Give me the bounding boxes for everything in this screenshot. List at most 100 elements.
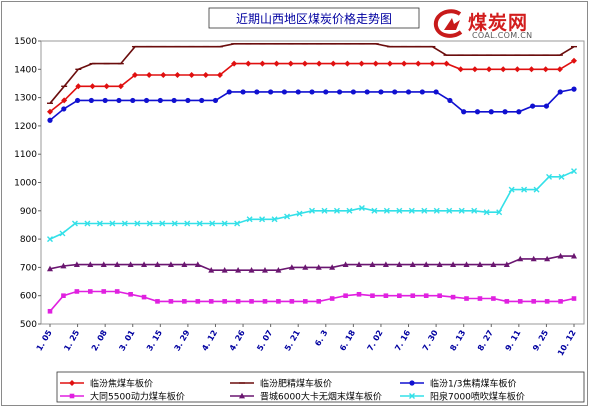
legend-label: 临汾肥精煤车板价 <box>260 378 332 390</box>
data-point <box>89 83 96 90</box>
data-point <box>369 261 376 267</box>
data-point <box>342 261 349 267</box>
data-point <box>212 97 219 104</box>
title-box <box>208 7 420 29</box>
data-point <box>476 261 483 267</box>
data-point <box>378 89 384 95</box>
data-point <box>160 71 167 78</box>
series-6 <box>47 168 577 243</box>
data-point <box>364 89 370 95</box>
data-point <box>309 207 315 214</box>
data-point <box>171 220 178 227</box>
data-point <box>421 207 428 214</box>
data-point <box>371 207 378 214</box>
legend-label: 阳泉7000喷吹煤车板价 <box>430 391 525 403</box>
data-point <box>358 204 365 211</box>
legend-item: 晋城6000大卡无烟末煤车板价 <box>230 391 382 403</box>
data-point <box>185 97 191 104</box>
data-point <box>447 97 453 104</box>
data-point <box>490 261 497 267</box>
data-point <box>245 60 252 67</box>
data-point <box>231 60 238 67</box>
data-point <box>130 97 136 104</box>
data-point <box>74 97 81 104</box>
data-point <box>249 299 254 304</box>
data-point <box>544 255 551 262</box>
data-point <box>530 255 537 262</box>
data-point <box>88 97 94 104</box>
data-point <box>289 299 295 304</box>
data-point <box>356 261 363 267</box>
legend-label: 晋城6000大卡无烟末煤车板价 <box>260 391 382 403</box>
data-point <box>127 261 134 267</box>
data-point <box>530 103 536 109</box>
data-point <box>47 265 53 272</box>
data-point <box>168 299 174 304</box>
data-point <box>100 261 107 267</box>
data-point <box>533 186 540 193</box>
data-point <box>262 299 268 304</box>
data-point <box>114 261 121 267</box>
data-point <box>184 220 191 227</box>
data-point <box>75 83 82 90</box>
y-tick-label: 600 <box>20 292 37 302</box>
data-point <box>543 103 550 109</box>
legend-item: 临汾焦煤车板价 <box>60 378 153 390</box>
data-point <box>464 296 469 301</box>
legend-label: 临汾1/3焦精煤车板价 <box>430 378 517 390</box>
data-point <box>458 207 465 214</box>
data-point <box>60 262 67 269</box>
data-point <box>503 261 510 267</box>
data-point <box>346 207 353 214</box>
x-tick-label: 7. 16 <box>393 328 412 352</box>
data-point <box>309 89 315 95</box>
data-point <box>504 299 510 304</box>
data-point <box>433 89 439 95</box>
data-point <box>221 220 228 227</box>
data-point <box>128 291 133 297</box>
x-tick-label: 2. 08 <box>90 328 109 352</box>
data-point <box>514 66 521 73</box>
data-point <box>571 252 577 259</box>
y-tick-label: 1100 <box>14 150 37 160</box>
x-tick-label: 8. 13 <box>448 329 467 353</box>
legend-item: 阳泉7000喷吹煤车板价 <box>400 391 525 403</box>
data-point <box>502 109 508 115</box>
data-point <box>47 308 53 314</box>
data-point <box>188 71 195 78</box>
data-point <box>114 289 120 294</box>
data-point <box>556 66 563 73</box>
data-point <box>47 236 53 243</box>
data-point <box>141 261 148 267</box>
x-tick-label: 1. 05 <box>35 328 54 352</box>
x-tick-label: 6. 3 <box>313 329 329 348</box>
data-point <box>517 299 523 304</box>
data-point <box>209 220 216 227</box>
data-point <box>155 299 160 304</box>
data-point <box>208 299 214 304</box>
data-point <box>483 209 490 216</box>
data-point <box>196 220 203 227</box>
data-point <box>437 293 442 298</box>
data-point <box>287 60 294 67</box>
data-point <box>101 289 107 294</box>
data-point <box>571 296 577 301</box>
data-point <box>134 220 141 227</box>
series-1 <box>47 57 577 115</box>
data-point <box>103 83 110 90</box>
data-point <box>222 299 227 304</box>
series-3 <box>47 86 577 123</box>
y-tick-label: 1500 <box>14 37 37 47</box>
data-point <box>531 299 536 304</box>
y-tick-label: 1200 <box>14 122 37 132</box>
data-point <box>386 60 393 67</box>
data-point <box>61 97 68 104</box>
data-point <box>182 299 187 304</box>
data-point <box>474 109 481 115</box>
y-tick-label: 800 <box>20 235 37 245</box>
data-point <box>436 261 443 267</box>
data-point <box>571 168 577 175</box>
data-point <box>181 261 188 267</box>
series-2 <box>47 42 577 104</box>
